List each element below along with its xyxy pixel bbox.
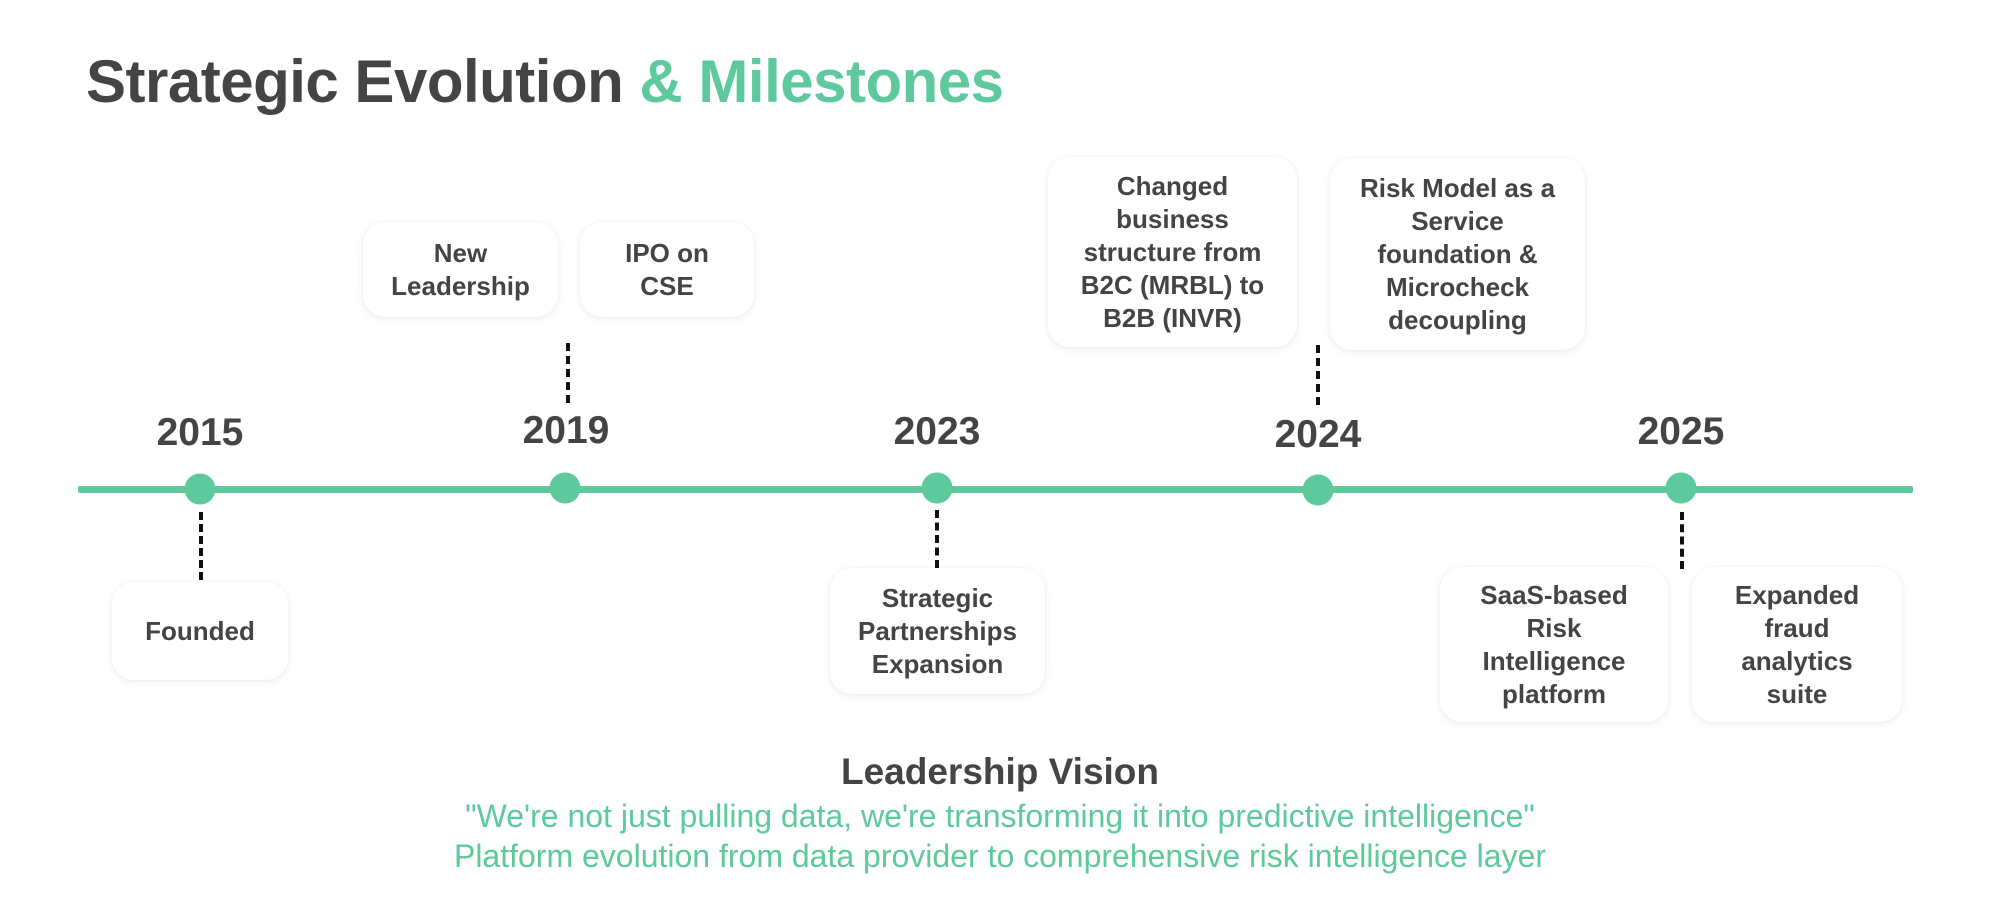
milestone-text: Expanded fraud analytics suite (1734, 579, 1860, 709)
page-title-main: Strategic Evolution (86, 48, 640, 115)
timeline-dot-2025 (1665, 472, 1697, 504)
page-title-accent: & Milestones (639, 48, 1004, 115)
milestone-card-founded: Founded (112, 582, 288, 680)
timeline-dot-2024 (1302, 474, 1334, 506)
connector-2023 (935, 510, 939, 568)
year-label-2024: 2024 (1274, 413, 1362, 456)
year-label-2015: 2015 (156, 411, 244, 454)
connector-2025 (1680, 512, 1684, 569)
vision-summary: Platform evolution from data provider to… (453, 838, 1547, 874)
year-label-2019: 2019 (522, 409, 610, 452)
timeline-dot-2015 (184, 473, 216, 505)
milestone-card-saas-platform: SaaS-based Risk Intelligence platform (1440, 567, 1668, 722)
connector-2015 (199, 512, 203, 580)
connector-2019 (566, 343, 570, 403)
vision-quote: "We're not just pulling data, we're tran… (465, 798, 1535, 834)
milestone-card-business-structure: Changed business structure from B2C (MRB… (1048, 157, 1297, 347)
milestone-text: Founded (145, 615, 255, 646)
milestone-text: IPO on CSE (625, 237, 709, 301)
year-label-2023: 2023 (893, 410, 981, 453)
timeline-dot-2019 (549, 472, 581, 504)
milestone-card-partnerships: Strategic Partnerships Expansion (830, 568, 1045, 694)
milestone-card-new-leadership: New Leadership (363, 222, 558, 317)
milestone-card-risk-model: Risk Model as a Service foundation & Mic… (1330, 158, 1585, 350)
milestone-card-ipo: IPO on CSE (580, 222, 754, 317)
connector-2024 (1316, 345, 1320, 405)
milestone-card-fraud-analytics: Expanded fraud analytics suite (1692, 567, 1902, 722)
milestone-text: Changed business structure from B2C (MRB… (1080, 170, 1265, 333)
milestone-text: SaaS-based Risk Intelligence platform (1480, 579, 1628, 709)
timeline-dot-2023 (921, 472, 953, 504)
timeline-axis (78, 486, 1913, 493)
milestone-text: New Leadership (391, 237, 530, 301)
vision-heading: Leadership Vision (840, 751, 1160, 792)
milestone-text: Strategic Partnerships Expansion (858, 582, 1017, 679)
milestone-text: Risk Model as a Service foundation & Mic… (1359, 172, 1556, 335)
page-title: Strategic Evolution & Milestones (86, 46, 1004, 118)
year-label-2025: 2025 (1637, 410, 1725, 453)
